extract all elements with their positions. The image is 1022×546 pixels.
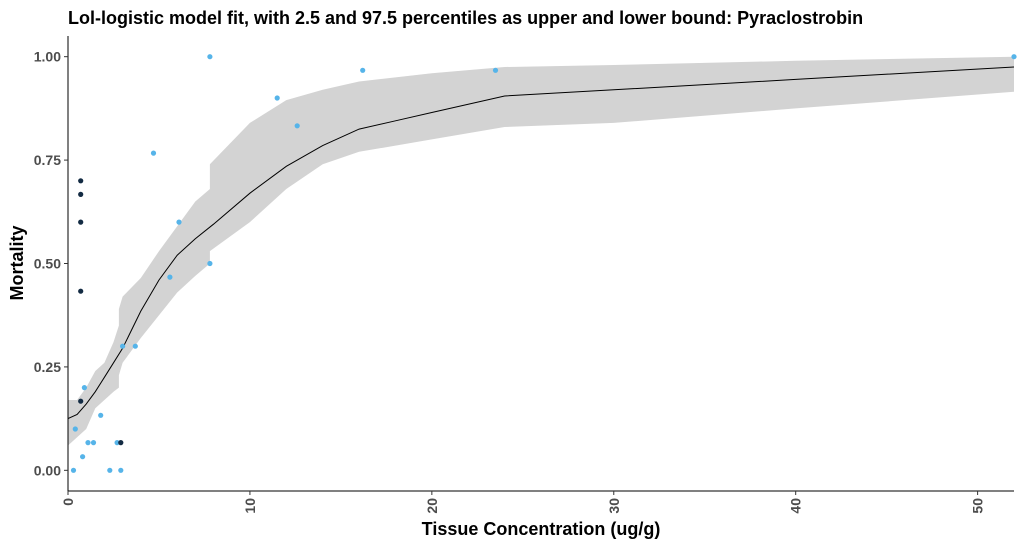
data-point: [72, 426, 78, 432]
data-points: [70, 54, 1017, 473]
y-tick-label: 1.00: [34, 49, 61, 65]
data-point: [107, 467, 113, 473]
confidence-ribbon: [68, 56, 1014, 446]
data-point: [132, 343, 138, 349]
y-tick-label: 0.00: [34, 462, 61, 478]
data-point: [120, 343, 126, 349]
x-tick-label: 10: [242, 498, 258, 514]
data-point: [78, 191, 84, 197]
chart-title: Lol-logistic model fit, with 2.5 and 97.…: [68, 8, 863, 28]
plot-area: [67, 54, 1017, 473]
y-tick-label: 0.75: [34, 152, 61, 168]
x-tick-label: 30: [606, 498, 622, 514]
x-tick-label: 20: [424, 498, 440, 514]
data-point: [78, 178, 84, 184]
data-point: [78, 219, 84, 225]
fit-line: [67, 66, 1015, 420]
data-point: [207, 260, 213, 267]
x-axis-ticks: 0 10 20 30 40 50: [60, 491, 986, 514]
y-axis-ticks: 0.00 0.25 0.50 0.75 1.00: [34, 49, 68, 478]
data-point: [78, 398, 84, 404]
x-tick-label: 40: [788, 498, 804, 514]
data-point: [1011, 54, 1017, 60]
data-point: [98, 412, 104, 418]
data-point: [85, 440, 91, 446]
y-tick-label: 0.50: [34, 256, 61, 272]
data-point: [176, 219, 182, 225]
data-point: [118, 440, 124, 446]
data-point: [150, 150, 157, 156]
x-tick-label: 50: [970, 498, 986, 514]
data-point: [80, 454, 86, 460]
data-point: [274, 95, 280, 101]
data-point: [492, 67, 499, 73]
data-point: [207, 54, 213, 60]
data-point: [90, 440, 97, 446]
y-axis-title: Mortality: [7, 225, 27, 300]
data-point: [78, 288, 84, 294]
data-point: [114, 440, 120, 446]
x-tick-label: 0: [60, 498, 76, 506]
y-tick-label: 0.25: [34, 359, 61, 375]
data-point: [167, 274, 173, 280]
data-point: [360, 67, 366, 73]
data-point: [294, 123, 300, 129]
data-point: [81, 385, 87, 391]
data-point: [118, 467, 124, 473]
x-axis-title: Tissue Concentration (ug/g): [422, 519, 661, 539]
data-point: [70, 467, 77, 473]
